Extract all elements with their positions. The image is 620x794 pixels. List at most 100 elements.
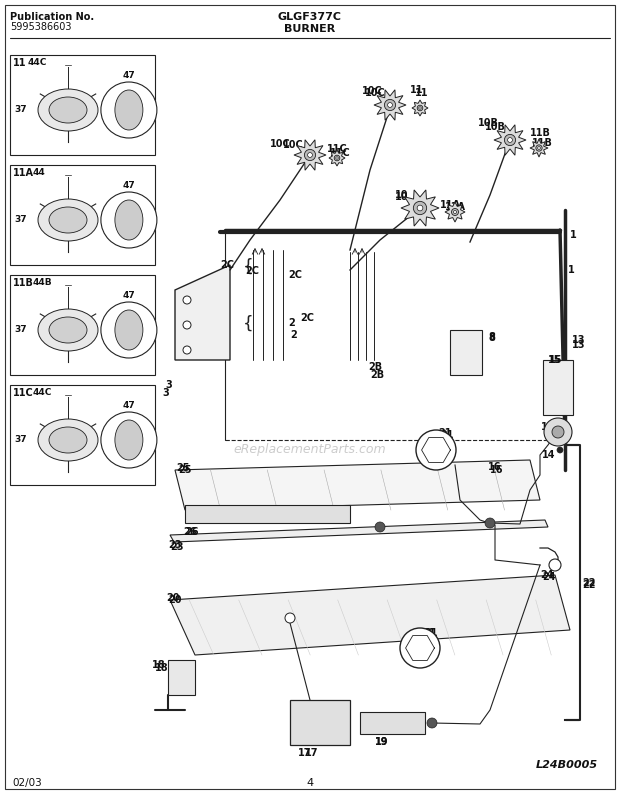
Text: 11C: 11C: [327, 144, 348, 154]
Text: 10C: 10C: [283, 140, 304, 150]
Text: 47: 47: [123, 181, 135, 190]
Text: 37: 37: [14, 106, 27, 114]
Text: 2B: 2B: [368, 362, 382, 372]
Text: 11: 11: [410, 85, 423, 95]
Circle shape: [505, 134, 516, 145]
Bar: [290, 700, 350, 745]
Text: 2: 2: [290, 330, 297, 340]
Text: 21: 21: [424, 628, 438, 638]
Ellipse shape: [49, 207, 87, 233]
Text: 16: 16: [490, 465, 503, 475]
Ellipse shape: [38, 419, 98, 461]
Text: 5995386603: 5995386603: [10, 22, 71, 32]
Text: 11: 11: [415, 88, 428, 98]
Ellipse shape: [115, 90, 143, 130]
Text: 2C: 2C: [300, 313, 314, 323]
Text: 11A: 11A: [440, 200, 461, 210]
Ellipse shape: [115, 310, 143, 350]
Text: 02/03: 02/03: [12, 778, 42, 788]
Text: 14: 14: [542, 450, 556, 460]
Text: 10: 10: [395, 190, 409, 200]
Text: 17: 17: [305, 748, 319, 758]
Text: 11C: 11C: [330, 148, 351, 158]
Circle shape: [418, 107, 421, 110]
Text: 26: 26: [183, 527, 197, 537]
Text: BURNER: BURNER: [285, 24, 335, 34]
Text: 3: 3: [162, 388, 169, 398]
Text: 3: 3: [165, 380, 172, 390]
Text: L24B0005: L24B0005: [536, 760, 598, 770]
Text: 15: 15: [549, 355, 562, 365]
Polygon shape: [445, 202, 465, 222]
Text: 2: 2: [288, 318, 294, 328]
Bar: [10, 55, 155, 155]
Text: 10: 10: [395, 192, 409, 202]
Ellipse shape: [38, 199, 98, 241]
Circle shape: [101, 412, 157, 468]
Text: 25: 25: [178, 465, 192, 475]
Text: 1: 1: [570, 230, 577, 240]
Text: 21: 21: [431, 448, 441, 457]
Circle shape: [183, 321, 191, 329]
Ellipse shape: [115, 200, 143, 240]
Text: 23: 23: [168, 540, 182, 550]
Text: 14: 14: [541, 422, 554, 432]
Text: 1: 1: [568, 265, 575, 275]
Text: 21: 21: [438, 428, 451, 438]
Text: 37: 37: [14, 215, 27, 225]
Circle shape: [549, 559, 561, 571]
Circle shape: [334, 155, 340, 161]
Polygon shape: [374, 90, 406, 120]
Polygon shape: [401, 190, 439, 226]
Text: 10C: 10C: [365, 88, 386, 98]
Text: 8: 8: [488, 333, 495, 343]
Text: 19: 19: [375, 737, 389, 747]
Circle shape: [183, 346, 191, 354]
Ellipse shape: [38, 309, 98, 351]
Text: 26: 26: [185, 527, 198, 537]
Circle shape: [388, 102, 392, 107]
Bar: [360, 712, 425, 734]
Polygon shape: [168, 660, 195, 695]
Text: 13: 13: [572, 340, 585, 350]
Text: 20: 20: [168, 595, 182, 605]
Text: 2C: 2C: [288, 270, 302, 280]
Text: 16: 16: [488, 462, 502, 472]
Text: 11B: 11B: [532, 138, 553, 148]
Circle shape: [557, 447, 563, 453]
Ellipse shape: [38, 89, 98, 131]
Bar: [185, 505, 350, 523]
Circle shape: [508, 137, 512, 142]
Circle shape: [417, 205, 423, 211]
Circle shape: [453, 210, 456, 214]
Text: 37: 37: [14, 435, 27, 445]
Text: eReplacementParts.com: eReplacementParts.com: [234, 444, 386, 457]
Text: 24: 24: [540, 570, 554, 580]
Text: 22: 22: [582, 578, 595, 588]
Circle shape: [417, 105, 423, 111]
Polygon shape: [412, 100, 428, 116]
Text: 11: 11: [13, 58, 27, 68]
Polygon shape: [170, 520, 548, 542]
Text: 19: 19: [375, 737, 389, 747]
Text: 8: 8: [488, 332, 495, 342]
Text: 22: 22: [582, 580, 595, 590]
Text: 11A: 11A: [13, 168, 34, 178]
Bar: [316, 708, 328, 736]
Text: {: {: [243, 315, 254, 333]
Circle shape: [183, 296, 191, 304]
Bar: [10, 385, 155, 485]
Text: 21: 21: [440, 430, 453, 440]
Text: 2C: 2C: [245, 266, 259, 276]
Text: 21: 21: [415, 646, 425, 654]
Text: {: {: [243, 258, 254, 276]
Circle shape: [536, 145, 542, 151]
Polygon shape: [530, 139, 548, 157]
Text: 11B: 11B: [13, 278, 34, 288]
Polygon shape: [494, 125, 526, 155]
Circle shape: [101, 192, 157, 248]
Text: 44C: 44C: [28, 58, 47, 67]
Text: GLGF377C: GLGF377C: [278, 12, 342, 22]
Circle shape: [485, 518, 495, 528]
Text: 10B: 10B: [478, 118, 499, 128]
